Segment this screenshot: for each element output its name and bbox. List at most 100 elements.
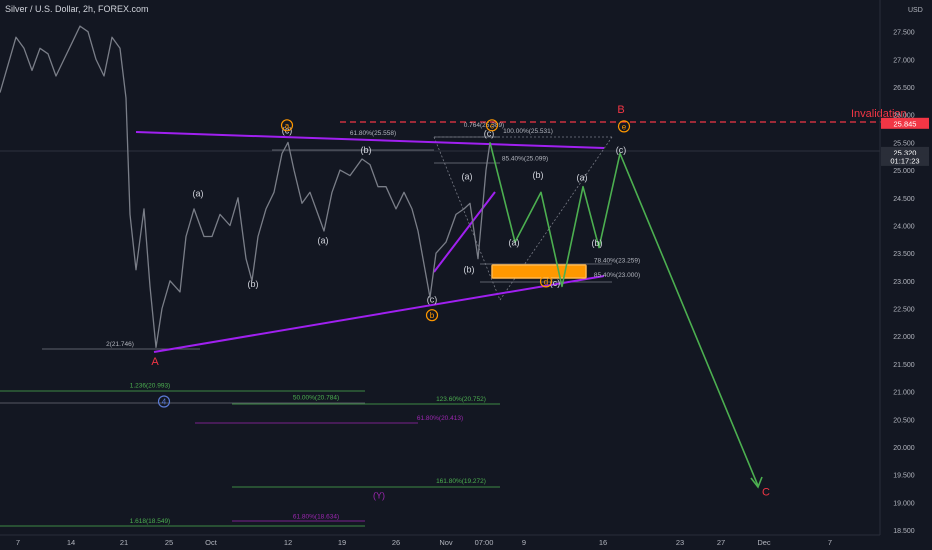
fib-label-12: 78.40%(23.259) bbox=[594, 258, 640, 265]
circled-wave-ring-a bbox=[280, 119, 294, 132]
fib-label-6: 61.80%(18.634) bbox=[293, 513, 339, 520]
invalidation-label: Invalidation bbox=[851, 108, 907, 120]
wave-label-c-15: (c) bbox=[550, 278, 561, 288]
wave-label-c-12: (c) bbox=[484, 128, 495, 138]
price-tag-0: 25.845 bbox=[894, 119, 917, 128]
x-tick-label-23: 23 bbox=[676, 538, 684, 547]
circled-wave-label-c: c bbox=[490, 121, 494, 130]
fib-label-7: 1.618(18.549) bbox=[130, 518, 170, 525]
wave-label-a-14: (a) bbox=[509, 237, 520, 247]
x-tick-label-7: 7 bbox=[16, 538, 20, 547]
time-axis: 7 14 21 25 Oct 12 19 26 Nov 07:00 9 16 23 27 Dec 7 bbox=[0, 534, 880, 547]
fib-label-3: 123.60%(20.752) bbox=[436, 396, 486, 403]
wave-label-c-2: C bbox=[762, 487, 770, 499]
x-tick-label-14: 14 bbox=[67, 538, 75, 547]
fib-label-4: 61.80%(20.413) bbox=[417, 415, 463, 422]
y-tick-label: 19.500 bbox=[893, 473, 915, 480]
x-tick-label-9: 9 bbox=[522, 538, 526, 547]
y-tick-label: 25.500 bbox=[893, 140, 915, 147]
x-tick-label-25: 25 bbox=[165, 538, 173, 547]
x-tick-label-oct: Oct bbox=[205, 538, 218, 547]
price-series-line bbox=[0, 25, 491, 348]
y-tick-label: 24.000 bbox=[893, 224, 915, 231]
y-tick-label: 19.000 bbox=[893, 500, 915, 507]
fib-label-2: 50.00%(20.784) bbox=[293, 394, 339, 401]
circled-wave-label-e: e bbox=[622, 122, 627, 131]
fib-label-8: 61.80%(25.558) bbox=[350, 130, 396, 137]
channel-line bbox=[433, 191, 496, 273]
y-tick-label: 25.000 bbox=[893, 168, 915, 175]
triangle-upper-line bbox=[135, 131, 605, 149]
price-tag-bg-1 bbox=[881, 146, 929, 158]
fib-label-13: 85.40%(23.000) bbox=[594, 272, 640, 279]
circled-wave-ring-d bbox=[539, 275, 553, 288]
y-tick-label: 27.000 bbox=[893, 57, 915, 64]
wave-label-b-17: (b) bbox=[592, 238, 603, 248]
fib-label-11: 85.40%(25.099) bbox=[502, 156, 548, 163]
wave-label-c-9: (c) bbox=[427, 294, 438, 304]
x-tick-label-27: 27 bbox=[717, 538, 725, 547]
x-tick-label-nov: Nov bbox=[439, 538, 453, 547]
price-axis-unit: USD bbox=[908, 7, 923, 14]
y-tick-label: 26.000 bbox=[893, 113, 915, 120]
projection-arrowhead bbox=[750, 476, 763, 489]
fib-label-10: 100.00%(25.531) bbox=[503, 128, 553, 135]
x-tick-label-16: 16 bbox=[599, 538, 607, 547]
y-tick-label: 21.000 bbox=[893, 390, 915, 397]
wave-label-b-13: (b) bbox=[533, 170, 544, 180]
price-axis: USD 27.500 27.000 26.500 26.000 25.500 25.000… bbox=[879, 0, 929, 535]
wave-label-a-0: A bbox=[151, 356, 159, 368]
wave-label-a-5: (a) bbox=[193, 189, 204, 199]
target-zone-box bbox=[491, 264, 587, 279]
x-tick-label-26: 26 bbox=[392, 538, 400, 547]
circled-wave-label-b: b bbox=[430, 311, 435, 320]
fib-levels bbox=[0, 136, 880, 527]
price-tag-1: 25.320 bbox=[894, 148, 917, 157]
wave-label-y-3: (Y) bbox=[373, 490, 385, 500]
y-tick-label: 24.500 bbox=[893, 196, 915, 203]
circled-wave-ring-b bbox=[425, 309, 439, 322]
projection-path bbox=[489, 142, 759, 487]
circled-wave-ring-c bbox=[485, 119, 499, 132]
wave-label-a-16: (a) bbox=[577, 173, 588, 183]
circled-wave-label-4: 4 bbox=[162, 398, 167, 407]
wave-label-a-10: (a) bbox=[462, 172, 473, 182]
wave-label-c-18: (c) bbox=[616, 145, 627, 155]
y-tick-label: 27.500 bbox=[893, 30, 915, 37]
price-tag-bg-0 bbox=[881, 117, 929, 129]
fib-label-1: 1.236(20.993) bbox=[130, 383, 170, 390]
y-tick-label: 18.500 bbox=[893, 528, 915, 535]
circled-wave-ring-4 bbox=[157, 395, 171, 408]
x-tick-label-21: 21 bbox=[120, 538, 128, 547]
price-tag-bg-2 bbox=[881, 154, 929, 166]
wave-label-b-1: B bbox=[617, 104, 624, 116]
fib-label-5: 161.80%(19.272) bbox=[436, 478, 486, 485]
triangle-lower-line bbox=[153, 275, 605, 353]
wave-label-b-8: (b) bbox=[361, 145, 372, 155]
circled-wave-ring-e bbox=[617, 120, 631, 133]
wave-label-b-6: (b) bbox=[248, 279, 259, 289]
chart-marks: 2(21.746) 1.236(20.993) 50.00%(20.784) 123.… bbox=[106, 104, 770, 525]
x-tick-label-7: 7 bbox=[828, 538, 832, 547]
wave-label-b-11: (b) bbox=[464, 265, 475, 275]
circled-wave-label-a: a bbox=[285, 121, 290, 130]
y-tick-label: 23.000 bbox=[893, 279, 915, 286]
x-tick-label-12: 12 bbox=[284, 538, 292, 547]
fib-label-0: 2(21.746) bbox=[106, 341, 134, 348]
circled-wave-label-d: d bbox=[544, 277, 548, 286]
y-tick-label: 22.500 bbox=[893, 307, 915, 314]
triangle-lines bbox=[135, 131, 605, 353]
wave-label-a-7: (a) bbox=[318, 236, 329, 246]
y-tick-label: 23.500 bbox=[893, 251, 915, 258]
x-tick-label-dec: Dec bbox=[757, 538, 771, 547]
x-tick-label-19: 19 bbox=[338, 538, 346, 547]
x-tick-label-07-00: 07:00 bbox=[475, 538, 494, 547]
y-tick-label: 20.500 bbox=[893, 417, 915, 424]
symbol-title: Silver / U.S. Dollar, 2h, FOREX.com bbox=[5, 4, 149, 14]
y-tick-label: 20.000 bbox=[893, 445, 915, 452]
fib-label-9: 0.764(25.389) bbox=[464, 122, 504, 129]
price-tag-2: 01:17:23 bbox=[890, 156, 919, 165]
y-tick-label: 26.500 bbox=[893, 85, 915, 92]
